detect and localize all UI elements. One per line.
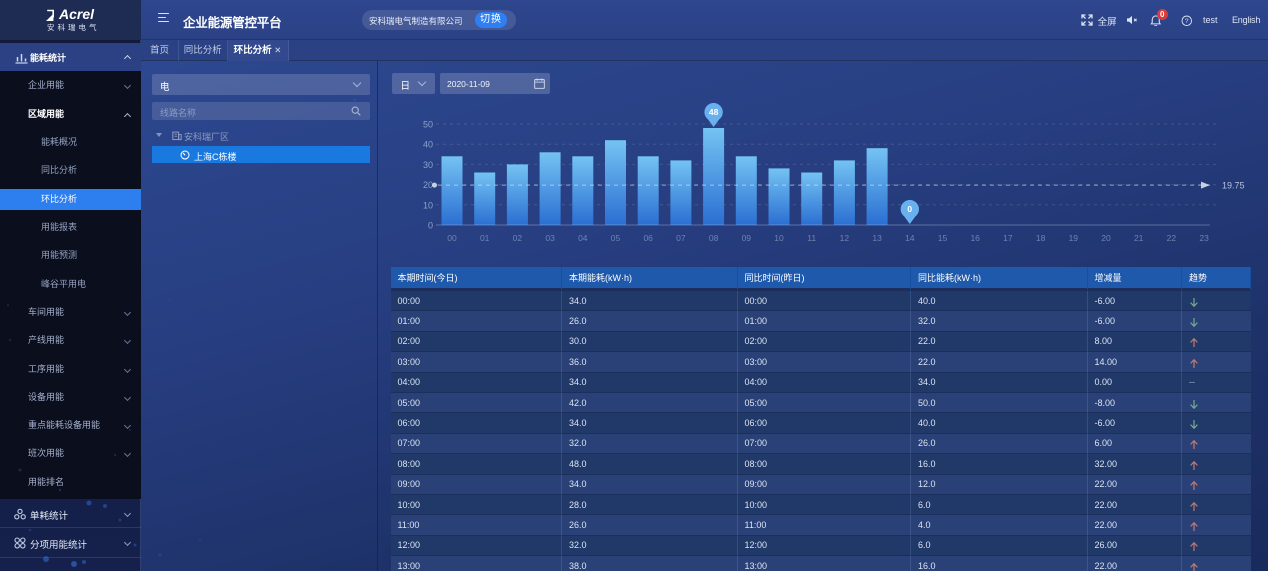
svg-text:22: 22: [1167, 233, 1177, 243]
svg-text:0: 0: [428, 221, 433, 231]
svg-text:19: 19: [1069, 233, 1079, 243]
svg-text:48: 48: [709, 107, 719, 117]
svg-text:06: 06: [643, 233, 653, 243]
svg-text:21: 21: [1134, 233, 1144, 243]
svg-text:20: 20: [1101, 233, 1111, 243]
svg-text:19.75: 19.75: [1222, 181, 1245, 191]
svg-text:12: 12: [840, 233, 850, 243]
svg-text:50: 50: [423, 120, 433, 130]
svg-text:40: 40: [423, 140, 433, 150]
svg-text:05: 05: [611, 233, 621, 243]
svg-text:10: 10: [423, 200, 433, 210]
svg-text:17: 17: [1003, 233, 1013, 243]
svg-text:18: 18: [1036, 233, 1046, 243]
svg-text:16: 16: [970, 233, 980, 243]
svg-text:11: 11: [807, 233, 816, 243]
svg-text:08: 08: [709, 233, 719, 243]
svg-text:20: 20: [423, 180, 433, 190]
svg-text:15: 15: [938, 233, 948, 243]
svg-text:14: 14: [905, 233, 915, 243]
svg-text:01: 01: [480, 233, 490, 243]
svg-text:09: 09: [742, 233, 752, 243]
svg-text:?: ?: [1185, 18, 1189, 25]
svg-text:0: 0: [907, 204, 912, 214]
svg-text:00: 00: [447, 233, 457, 243]
svg-text:02: 02: [513, 233, 523, 243]
svg-text:04: 04: [578, 233, 588, 243]
svg-text:30: 30: [423, 160, 433, 170]
svg-text:03: 03: [545, 233, 555, 243]
svg-text:13: 13: [872, 233, 882, 243]
svg-text:10: 10: [774, 233, 784, 243]
svg-text:07: 07: [676, 233, 686, 243]
svg-text:23: 23: [1199, 233, 1209, 243]
